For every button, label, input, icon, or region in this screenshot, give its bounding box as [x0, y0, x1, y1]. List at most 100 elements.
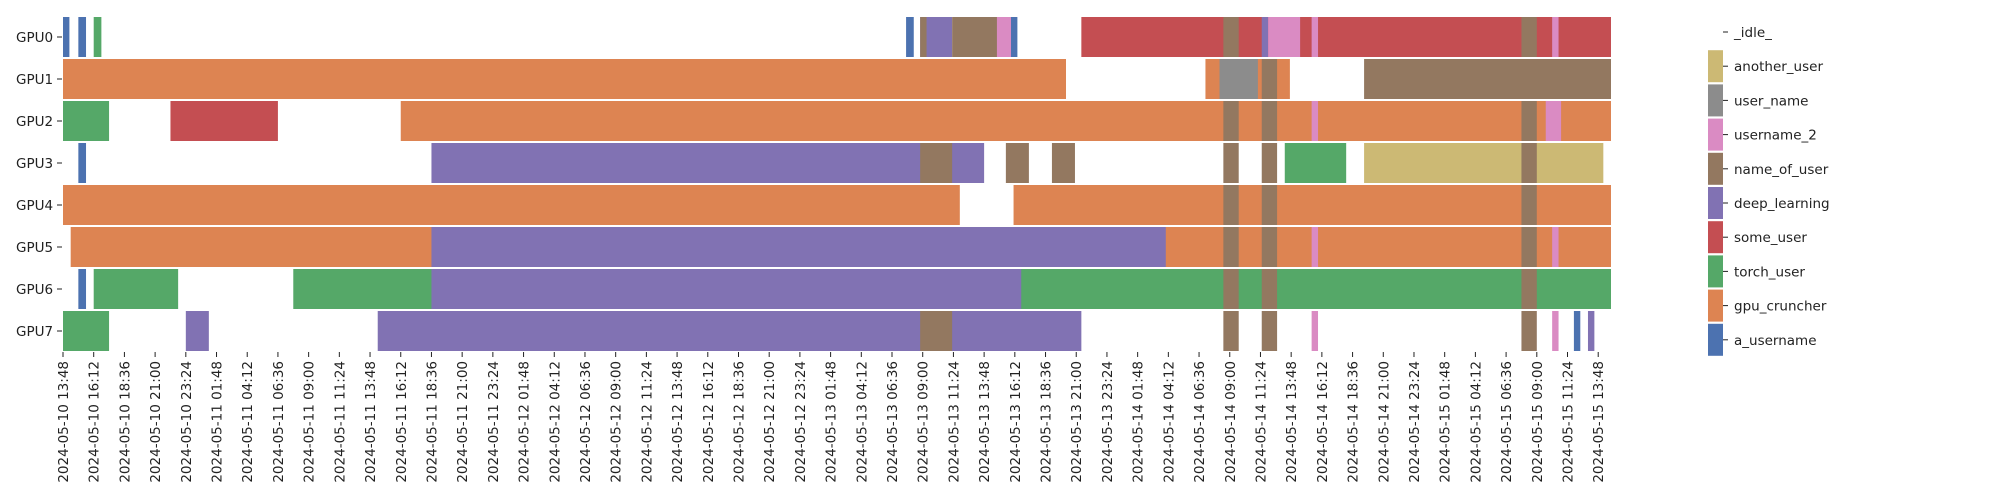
- bar-gpu3-name-of-user-32: [1005, 143, 1029, 183]
- x-tick-label-37: 2024-05-14 06:36: [1192, 361, 1208, 483]
- x-tick-label-13: 2024-05-11 21:00: [455, 361, 471, 483]
- x-tick-label-24: 2024-05-12 23:24: [793, 361, 809, 483]
- bar-gpu1-name-of-user-19: [1261, 59, 1278, 99]
- bar-gpu0-username-2-12: [1268, 17, 1301, 57]
- bar-gpu4-name-of-user-41: [1223, 185, 1239, 225]
- bar-gpu3-a-username-29: [78, 143, 87, 183]
- bar-gpu0-a-username-0: [63, 17, 70, 57]
- bar-gpu3-another-user-37: [1364, 143, 1604, 183]
- bar-gpu7-deep-learning-60: [377, 311, 1082, 351]
- bar-gpu0-a-username-3: [906, 17, 914, 57]
- bar-gpu1-name-of-user-20: [1364, 59, 1611, 99]
- x-tick-label-36: 2024-05-14 04:12: [1161, 361, 1177, 483]
- bar-gpu6-name-of-user-55: [1223, 269, 1239, 309]
- y-tick-label-gpu1: GPU1: [16, 72, 53, 88]
- x-tick-label-40: 2024-05-14 13:48: [1284, 361, 1300, 483]
- x-tick-label-43: 2024-05-14 21:00: [1376, 361, 1392, 483]
- x-tick-label-5: 2024-05-11 01:48: [210, 361, 226, 483]
- legend-label-another-user: another_user: [1734, 59, 1823, 75]
- bar-gpu4-gpu-cruncher-40: [1013, 185, 1611, 225]
- bar-gpu5-name-of-user-47: [1261, 227, 1278, 267]
- bar-gpu2-name-of-user-27: [1521, 101, 1537, 141]
- x-tick-label-26: 2024-05-13 04:12: [854, 361, 870, 483]
- x-tick-label-20: 2024-05-12 13:48: [670, 361, 686, 483]
- bar-gpu6-a-username-51: [78, 269, 87, 309]
- bar-gpu2-gpu-cruncher-23: [400, 101, 1611, 141]
- bar-gpu0-name-of-user-10: [1223, 17, 1239, 57]
- bar-gpu7-torch-user-58: [63, 311, 110, 351]
- legend-label-idle: _idle_: [1733, 25, 1772, 41]
- x-tick-label-31: 2024-05-13 16:12: [1008, 361, 1024, 483]
- legend-label-some-user: some_user: [1734, 230, 1807, 246]
- x-tick-label-6: 2024-05-11 04:12: [240, 361, 256, 483]
- x-tick-label-27: 2024-05-13 06:36: [885, 361, 901, 483]
- bar-gpu2-some-user-22: [170, 101, 278, 141]
- x-tick-label-9: 2024-05-11 11:24: [332, 361, 348, 483]
- bar-gpu3-torch-user-36: [1284, 143, 1347, 183]
- x-tick-label-18: 2024-05-12 09:00: [609, 361, 625, 483]
- x-tick-label-28: 2024-05-13 09:00: [916, 361, 932, 483]
- bar-gpu0-username-2-13: [1311, 17, 1319, 57]
- legend-swatch-deep-learning: [1708, 187, 1723, 219]
- x-tick-label-33: 2024-05-13 21:00: [1069, 361, 1085, 483]
- x-tick-label-12: 2024-05-11 18:36: [424, 361, 440, 483]
- bar-gpu0-name-of-user-14: [1521, 17, 1537, 57]
- x-tick-label-38: 2024-05-14 09:00: [1223, 361, 1239, 483]
- y-tick-label-gpu4: GPU4: [16, 198, 53, 214]
- x-tick-label-0: 2024-05-10 13:48: [56, 361, 72, 483]
- bar-gpu0-username-2-7: [996, 17, 1011, 57]
- x-tick-label-11: 2024-05-11 16:12: [394, 361, 410, 483]
- bar-gpu3-name-of-user-33: [1051, 143, 1075, 183]
- bar-gpu0-username-2-15: [1552, 17, 1559, 57]
- y-tick-label-gpu2: GPU2: [16, 114, 53, 130]
- x-tick-label-15: 2024-05-12 01:48: [517, 361, 533, 483]
- bar-gpu7-username-2-64: [1311, 311, 1319, 351]
- y-tick-label-gpu5: GPU5: [16, 240, 53, 256]
- x-tick-label-16: 2024-05-12 04:12: [547, 361, 563, 483]
- bar-gpu2-name-of-user-24: [1223, 101, 1239, 141]
- x-tick-label-23: 2024-05-12 21:00: [762, 361, 778, 483]
- bar-gpu3-name-of-user-38: [1521, 143, 1537, 183]
- x-tick-label-48: 2024-05-15 09:00: [1530, 361, 1546, 483]
- bar-gpu2-username-2-28: [1545, 101, 1562, 141]
- x-tick-label-49: 2024-05-15 11:24: [1561, 361, 1577, 483]
- x-tick-label-10: 2024-05-11 13:48: [363, 361, 379, 483]
- bar-gpu6-deep-learning-54: [431, 269, 1022, 309]
- bar-gpu0-a-username-8: [1010, 17, 1018, 57]
- legend-label-name-of-user: name_of_user: [1734, 162, 1829, 178]
- bar-gpu5-name-of-user-49: [1521, 227, 1537, 267]
- bar-gpu5-username-2-48: [1311, 227, 1319, 267]
- legend-label-torch-user: torch_user: [1734, 264, 1805, 280]
- legend-swatch-name-of-user: [1708, 152, 1723, 185]
- x-tick-label-30: 2024-05-13 13:48: [977, 361, 993, 483]
- bar-gpu7-username-2-66: [1552, 311, 1559, 351]
- bar-gpu6-name-of-user-57: [1521, 269, 1537, 309]
- bar-gpu4-name-of-user-43: [1521, 185, 1537, 225]
- bar-gpu0-torch-user-2: [93, 17, 102, 57]
- legend-swatch-some-user: [1708, 221, 1723, 254]
- bar-gpu1-gpu-cruncher-16: [63, 59, 1066, 99]
- x-tick-label-41: 2024-05-14 16:12: [1315, 361, 1331, 483]
- x-tick-label-3: 2024-05-10 21:00: [148, 361, 164, 483]
- bar-gpu2-name-of-user-25: [1261, 101, 1278, 141]
- bar-gpu0-deep-learning-11: [1261, 17, 1269, 57]
- x-tick-label-17: 2024-05-12 06:36: [578, 361, 594, 483]
- y-tick-label-gpu6: GPU6: [16, 282, 53, 298]
- bar-gpu6-name-of-user-56: [1261, 269, 1278, 309]
- bar-gpu3-name-of-user-35: [1261, 143, 1278, 183]
- bar-gpu5-name-of-user-46: [1223, 227, 1239, 267]
- bar-gpu4-gpu-cruncher-39: [63, 185, 960, 225]
- bar-gpu2-torch-user-21: [63, 101, 110, 141]
- bar-gpu7-name-of-user-63: [1261, 311, 1278, 351]
- bar-gpu3-name-of-user-31: [920, 143, 953, 183]
- bar-gpu1-user-name-18: [1219, 59, 1258, 99]
- x-axis: 2024-05-10 13:48 2024-05-10 16:12 2024-05-…: [56, 352, 1607, 483]
- legend-swatch-gpu-cruncher: [1708, 289, 1723, 322]
- x-tick-label-8: 2024-05-11 09:00: [302, 361, 318, 483]
- bar-gpu0-name-of-user-5: [920, 17, 927, 57]
- x-tick-label-14: 2024-05-11 23:24: [486, 361, 502, 483]
- x-tick-label-7: 2024-05-11 06:36: [271, 361, 287, 483]
- legend-swatch-another-user: [1708, 50, 1723, 83]
- x-tick-label-35: 2024-05-14 01:48: [1131, 361, 1147, 483]
